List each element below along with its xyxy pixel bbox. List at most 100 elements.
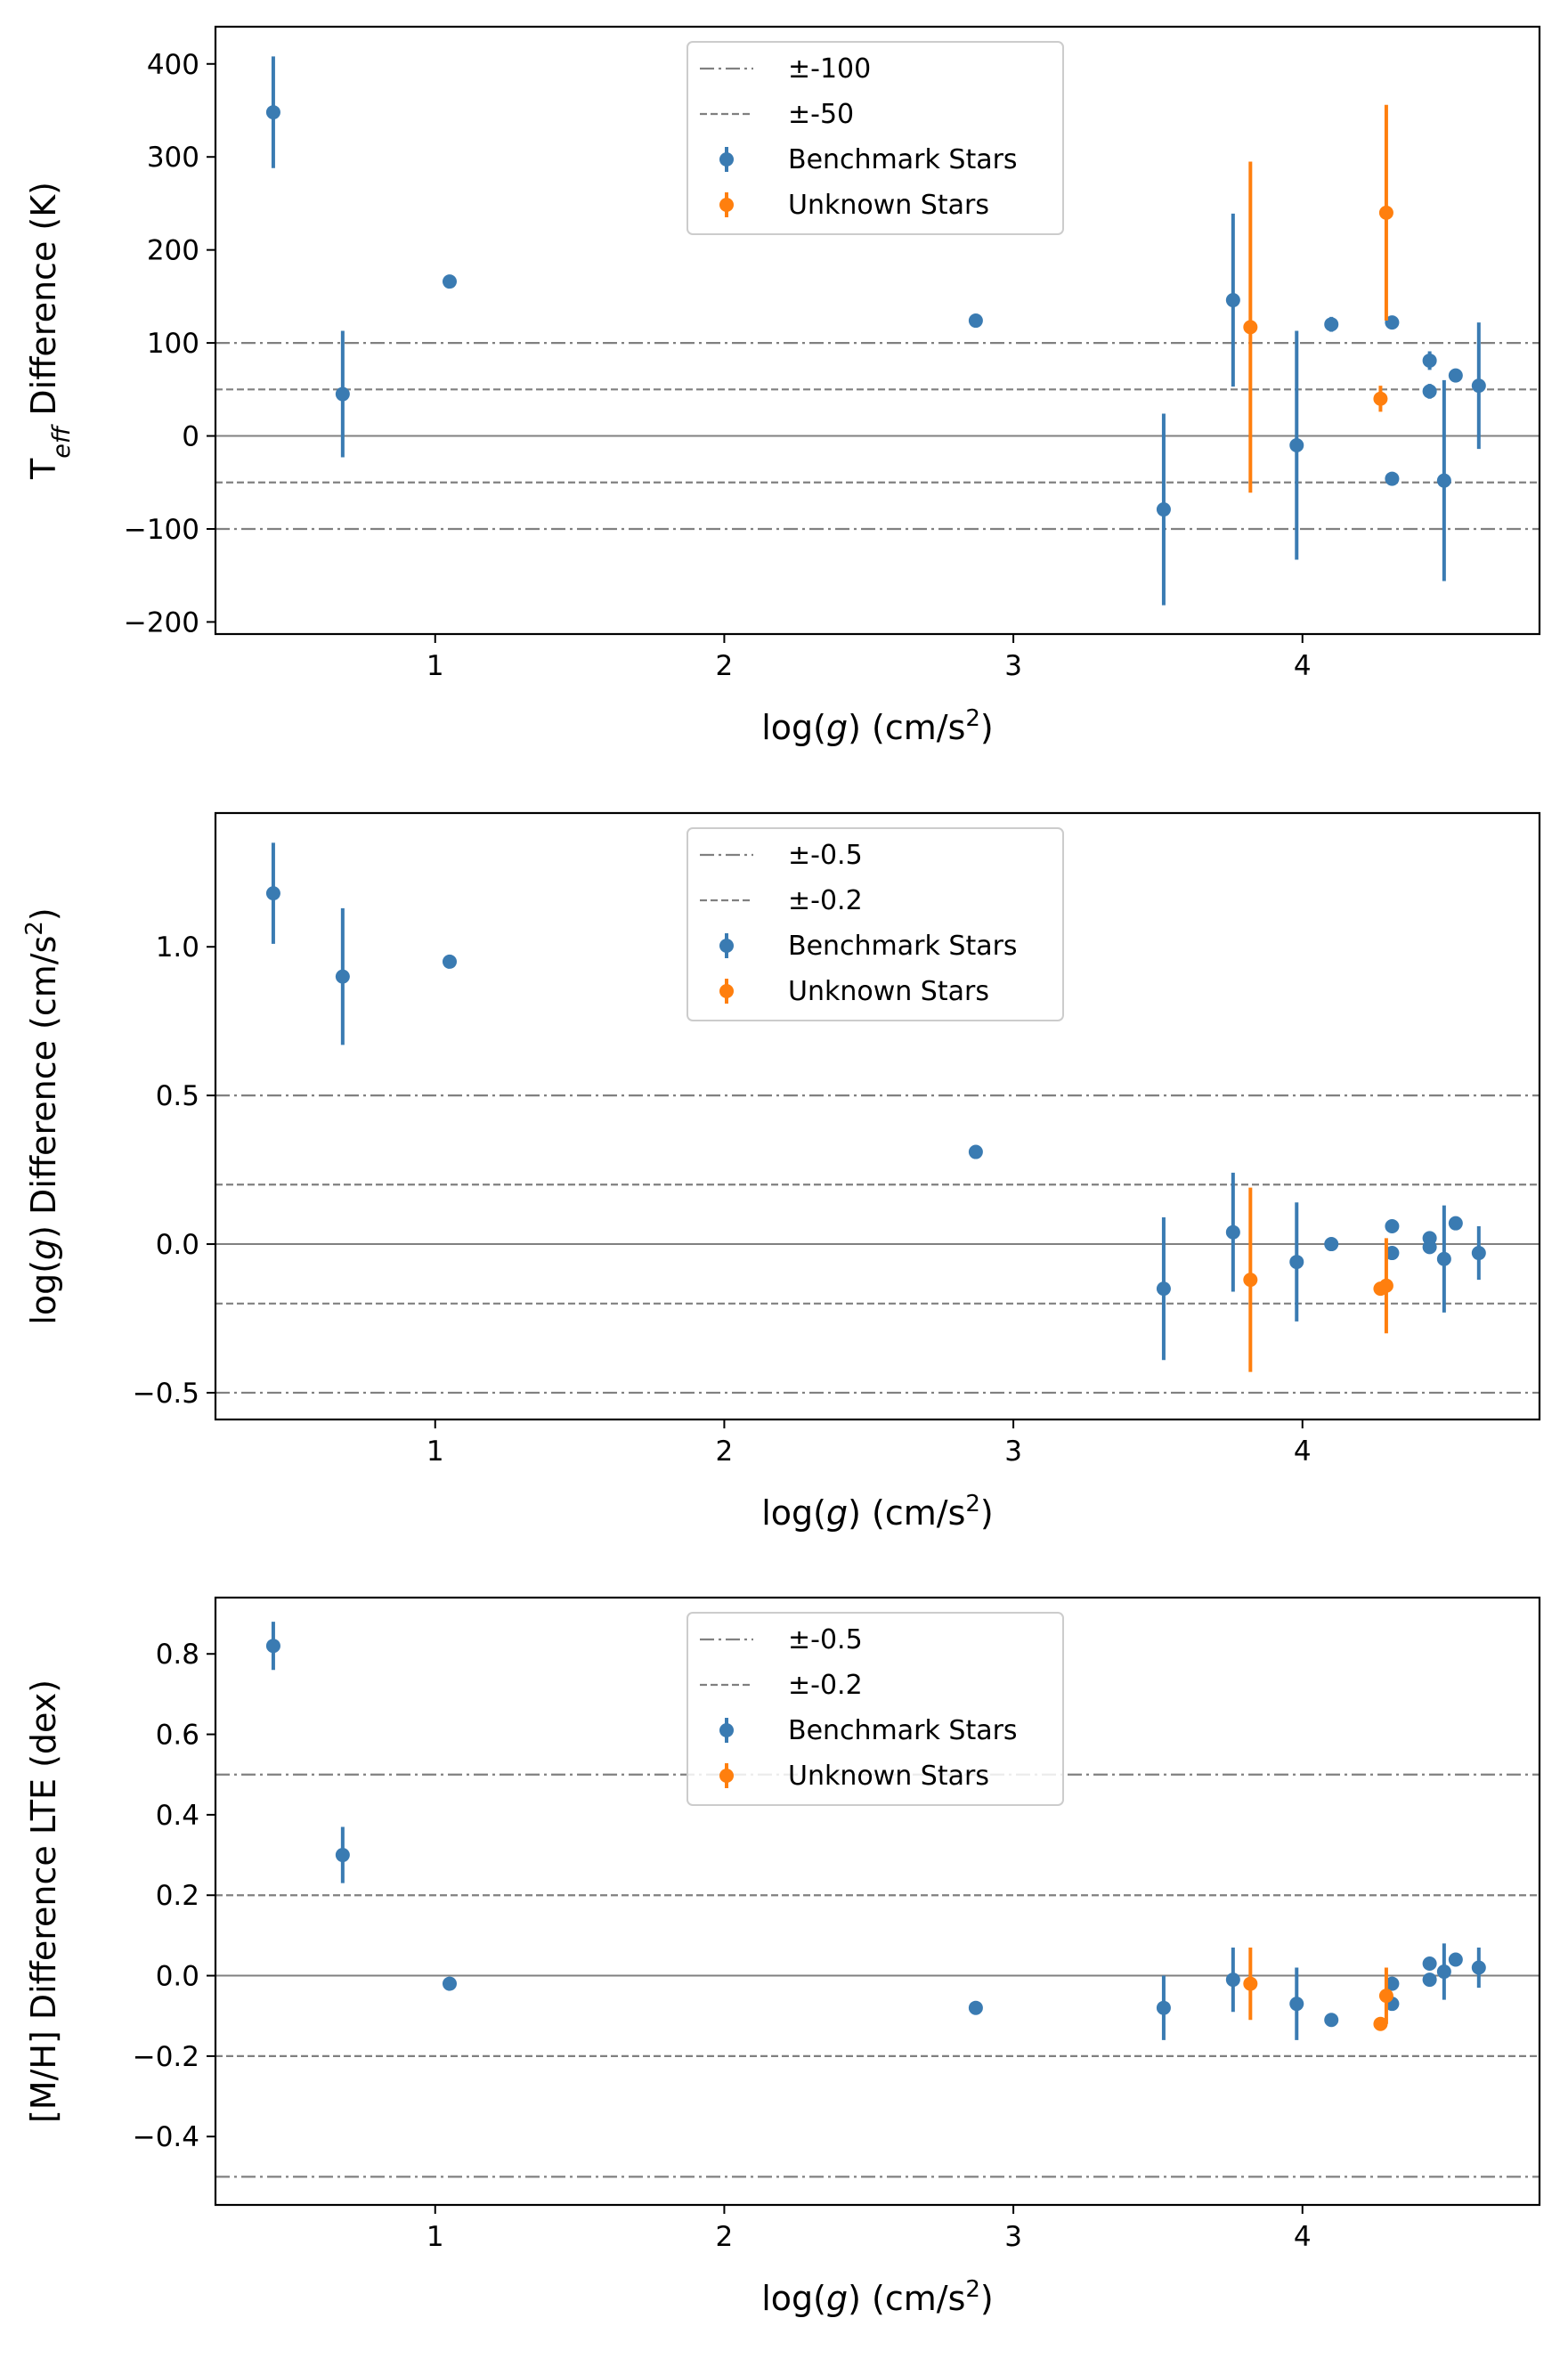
y-tick-label: 0.2	[156, 1880, 199, 1912]
x-tick-label: 2	[716, 1436, 734, 1468]
y-tick-label: 200	[147, 235, 199, 267]
legend-swatch-marker	[719, 939, 734, 953]
y-tick-label: 0.6	[156, 1720, 199, 1752]
x-tick-label: 3	[1004, 1436, 1022, 1468]
legend-label: Benchmark Stars	[788, 144, 1018, 175]
data-point	[1324, 2013, 1339, 2028]
axes-frame	[214, 1596, 1541, 2207]
y-axis-label-part: eff	[48, 424, 76, 459]
data-point	[968, 2000, 983, 2015]
data-point	[1422, 1972, 1437, 1988]
data-point	[1324, 317, 1339, 332]
y-axis-label-part: )	[24, 907, 63, 921]
data-point	[1422, 353, 1437, 368]
y-tick-label: 0.4	[156, 1800, 199, 1832]
x-tick-label: 1	[427, 650, 444, 682]
x-axis-label-part: 2	[965, 705, 980, 732]
y-tick-label: −0.4	[133, 2121, 199, 2153]
data-point	[1471, 1246, 1486, 1261]
data-point	[1471, 1960, 1486, 1975]
data-point	[1385, 1246, 1400, 1261]
series-benchmark	[265, 56, 1486, 606]
data-point	[1289, 1997, 1304, 2012]
legend-label: Benchmark Stars	[788, 1715, 1018, 1746]
x-axis-label-part: 2	[965, 2276, 980, 2303]
x-axis-label-part: )	[980, 1493, 994, 1533]
x-axis-label-part: log(	[761, 1493, 826, 1533]
x-tick-label: 2	[716, 2221, 734, 2253]
y-axis-label: Teff Difference (K)	[24, 182, 76, 480]
legend-label: ±-100	[788, 53, 871, 85]
x-axis-label: log(g) (cm/s2)	[761, 1491, 994, 1533]
y-axis-label-part: 2	[21, 921, 48, 936]
x-tick-label: 2	[716, 650, 734, 682]
series-benchmark	[265, 1622, 1486, 2040]
data-point	[335, 969, 350, 984]
series-benchmark	[265, 842, 1486, 1361]
data-point	[442, 954, 457, 969]
y-tick-label: 300	[147, 142, 199, 174]
legend-label: Unknown Stars	[788, 1761, 989, 1792]
x-axis-label-part: ) (cm/s	[848, 1493, 965, 1533]
data-point	[1436, 1251, 1451, 1266]
data-point	[335, 1848, 350, 1863]
y-tick-label: 0.0	[156, 1961, 199, 1993]
data-point	[1156, 502, 1171, 517]
x-axis-label-part: log(	[761, 708, 826, 747]
y-tick-label: 0.8	[156, 1639, 199, 1671]
y-axis-label-part: g	[24, 1239, 63, 1260]
legend-frame	[687, 1612, 1064, 1806]
data-point	[265, 886, 280, 901]
data-point	[1385, 315, 1400, 330]
data-point	[1436, 473, 1451, 488]
data-point	[1448, 1216, 1463, 1231]
data-point	[1436, 1964, 1451, 1980]
x-axis-label-part: ) (cm/s	[848, 708, 965, 747]
legend-label: ±-50	[788, 99, 854, 130]
legend-swatch-marker	[719, 152, 734, 167]
x-tick-label: 3	[1004, 650, 1022, 682]
x-axis-label: log(g) (cm/s2)	[761, 705, 994, 747]
x-axis-label-part: )	[980, 2279, 994, 2318]
data-point	[1373, 391, 1388, 406]
data-point	[1378, 1278, 1393, 1293]
legend-frame	[687, 827, 1064, 1021]
legend-label: Benchmark Stars	[788, 931, 1018, 962]
data-point	[335, 386, 350, 402]
x-axis-label-part: log(	[761, 2279, 826, 2318]
legend: ±-100 ±-50 Benchmark Stars Unknown Stars	[687, 41, 1064, 235]
data-point	[968, 313, 983, 329]
series-unknown	[1243, 1947, 1393, 2031]
legend-swatch-marker	[719, 198, 734, 212]
y-tick-label: −100	[124, 514, 199, 546]
x-axis-label-part: )	[980, 708, 994, 747]
y-tick-label: −200	[124, 606, 199, 639]
data-point	[1422, 1240, 1437, 1255]
data-point	[1385, 1219, 1400, 1234]
series-unknown	[1243, 1187, 1393, 1372]
legend-label: ±-0.2	[788, 885, 863, 916]
data-point	[1422, 1956, 1437, 1972]
y-tick-label: 1.0	[156, 931, 199, 964]
legend-label: ±-0.2	[788, 1670, 863, 1701]
y-tick-label: −0.2	[133, 2041, 199, 2073]
data-point	[1225, 1224, 1240, 1240]
data-point	[1225, 293, 1240, 308]
legend-label: ±-0.5	[788, 840, 863, 871]
x-tick-label: 4	[1294, 1436, 1312, 1468]
data-point	[265, 1639, 280, 1654]
x-tick-label: 4	[1294, 650, 1312, 682]
y-axis-label: log(g) Difference (cm/s2)	[21, 907, 63, 1324]
data-point	[1289, 437, 1304, 452]
legend-swatch-marker	[719, 984, 734, 998]
legend-swatch-marker	[719, 1769, 734, 1783]
series-unknown	[1243, 104, 1393, 493]
x-axis-label-part: g	[826, 708, 848, 747]
y-axis-label-part: log(	[24, 1260, 63, 1325]
x-tick-label: 1	[427, 1436, 444, 1468]
data-point	[1422, 384, 1437, 399]
x-axis-label: log(g) (cm/s2)	[761, 2276, 994, 2318]
data-point	[1471, 378, 1486, 394]
